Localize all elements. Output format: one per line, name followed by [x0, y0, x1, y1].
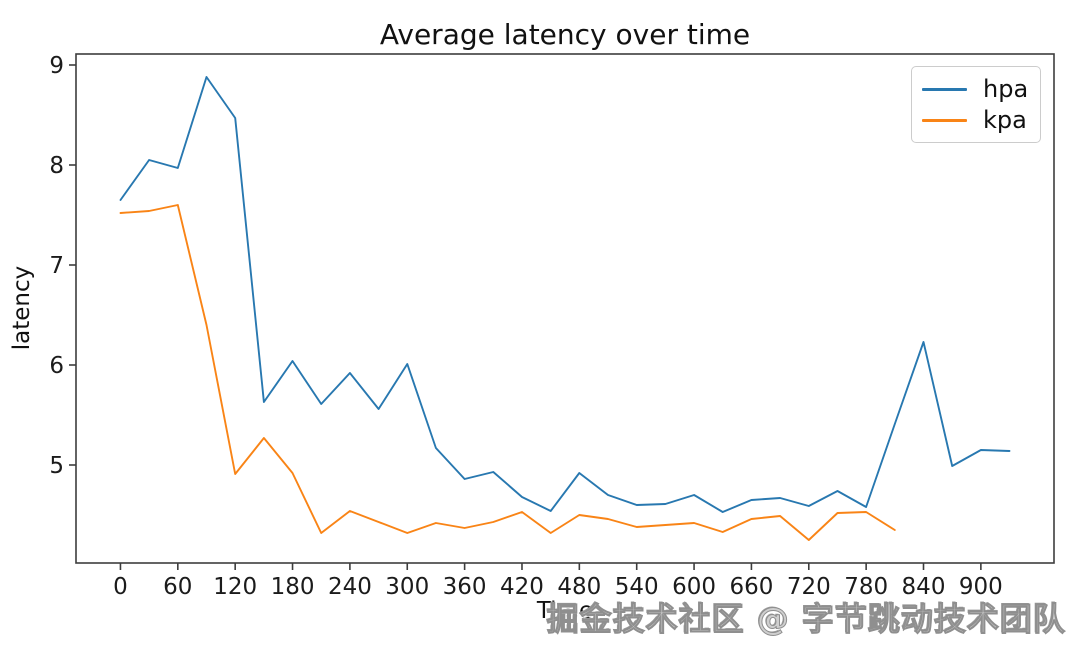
x-tick-label: 780 — [844, 574, 888, 600]
y-tick-label: 6 — [49, 353, 64, 379]
x-tick-label: 840 — [902, 574, 946, 600]
legend-label-hpa: hpa — [983, 75, 1029, 103]
x-tick-label: 0 — [113, 574, 128, 600]
y-tick-label: 8 — [49, 153, 64, 179]
x-tick-label: 660 — [729, 574, 773, 600]
y-tick-label: 9 — [49, 53, 64, 79]
legend-entry-kpa: kpa — [922, 108, 1030, 132]
x-tick-label: 420 — [500, 574, 544, 600]
x-tick-label: 300 — [385, 574, 429, 600]
x-axis-label: Time — [536, 598, 594, 624]
kpa-line — [119, 204, 896, 541]
legend: hpa kpa — [911, 66, 1041, 143]
x-tick-label: 720 — [787, 574, 831, 600]
y-tick-label: 5 — [49, 453, 64, 479]
axes-spines — [75, 53, 1055, 564]
x-tick-label: 240 — [328, 574, 372, 600]
x-tick-label: 600 — [672, 574, 716, 600]
x-tick-label: 180 — [271, 574, 315, 600]
x-tick-label: 900 — [959, 574, 1003, 600]
x-tick-label: 360 — [443, 574, 487, 600]
watermark-text: 掘金技术社区 @ 字节跳动技术团队 — [546, 600, 1066, 639]
y-tick-label: 7 — [49, 253, 64, 279]
kpa-line-swatch — [922, 118, 967, 122]
chart-title: Average latency over time — [379, 18, 751, 51]
x-tick-label: 540 — [615, 574, 659, 600]
legend-label-kpa: kpa — [983, 106, 1027, 134]
legend-entry-hpa: hpa — [922, 77, 1030, 101]
x-tick-label: 60 — [163, 574, 192, 600]
hpa-line-swatch — [922, 87, 967, 91]
x-tick-label: 480 — [557, 574, 601, 600]
hpa-line — [119, 76, 1011, 513]
x-tick-label: 120 — [213, 574, 257, 600]
